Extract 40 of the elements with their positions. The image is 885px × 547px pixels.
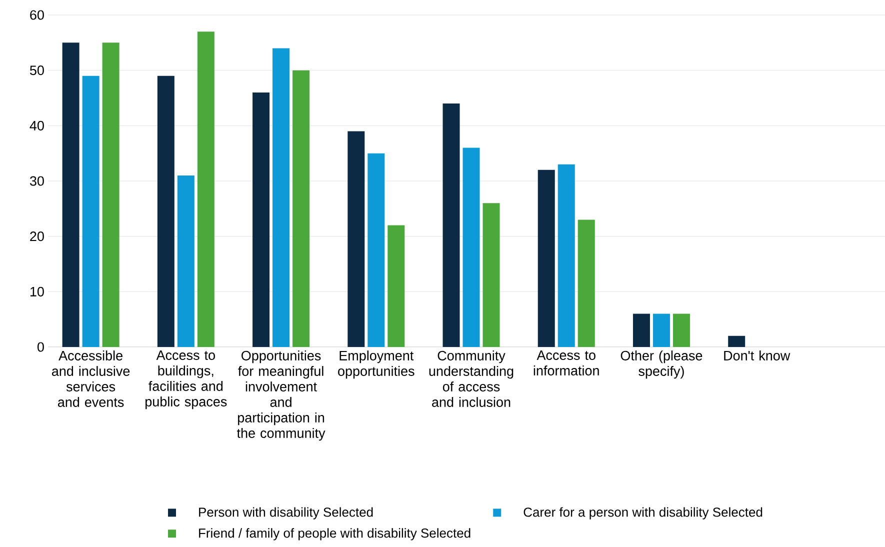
bar (652, 314, 670, 347)
legend-label: Friend / family of people with disability Selected (199, 528, 470, 540)
x-tick-label: Accessible and inclusive services and events (52, 350, 130, 407)
bar (482, 203, 500, 347)
bar (197, 32, 214, 347)
bar (157, 76, 174, 347)
x-tick-label: Don't know (724, 350, 790, 360)
bar (728, 336, 746, 347)
legend-label: Carer for a person with disability Selected (524, 507, 762, 520)
x-tick-label: Access to information (534, 350, 599, 376)
y-tick-label: 40 (30, 120, 44, 130)
bar (252, 92, 270, 347)
bar (558, 164, 575, 347)
x-tick-label: Other (please specify) (620, 350, 702, 379)
bar (348, 131, 365, 347)
bar (462, 148, 480, 347)
y-tick-label: 10 (30, 286, 44, 296)
bar (578, 220, 595, 347)
bar (442, 104, 460, 347)
y-tick-label: 30 (30, 176, 44, 186)
bar (368, 153, 385, 347)
y-tick-label: 50 (30, 66, 44, 76)
bar (177, 175, 194, 347)
bar (632, 314, 650, 347)
y-tick-label: 20 (30, 232, 44, 242)
x-tick-label: Employment opportunities (338, 350, 414, 379)
bar (538, 170, 555, 347)
x-tick-label: Access to buildings, facilities and public spaces (146, 350, 227, 410)
bar (272, 48, 290, 347)
x-tick-label: Community understanding of access and inclusion (429, 350, 514, 407)
bar (62, 42, 80, 347)
bar (292, 70, 310, 347)
legend-label: Person with disability Selected (199, 507, 373, 520)
bar (672, 314, 690, 347)
y-tick-label: 0 (37, 342, 44, 352)
x-tick-label: Opportunities for meaningful involvement and participation in the community (236, 350, 326, 441)
bar (388, 225, 405, 347)
bar (82, 76, 100, 347)
bar (102, 42, 120, 347)
y-tick-label: 60 (30, 10, 44, 20)
